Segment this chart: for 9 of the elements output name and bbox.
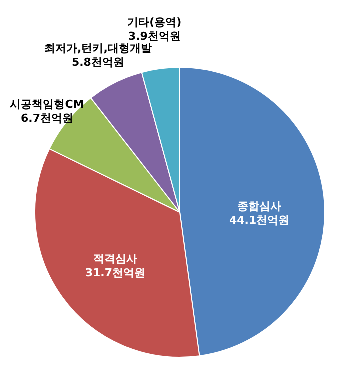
slice-label: 시공책임형CM [10,98,84,111]
data-label: 44.1천억원 [229,214,290,228]
slice-label: 적격심사 [93,252,138,266]
slice-label: 종합심사 [238,200,282,214]
data-label: 31.7천억원 [85,266,146,280]
data-label: 5.8천억원 [72,56,124,69]
slice-label: 기타(용역) [128,16,182,30]
data-label: 3.9천억원 [128,30,181,44]
slice-label: 최저가,턴키,대형개발 [44,42,152,55]
